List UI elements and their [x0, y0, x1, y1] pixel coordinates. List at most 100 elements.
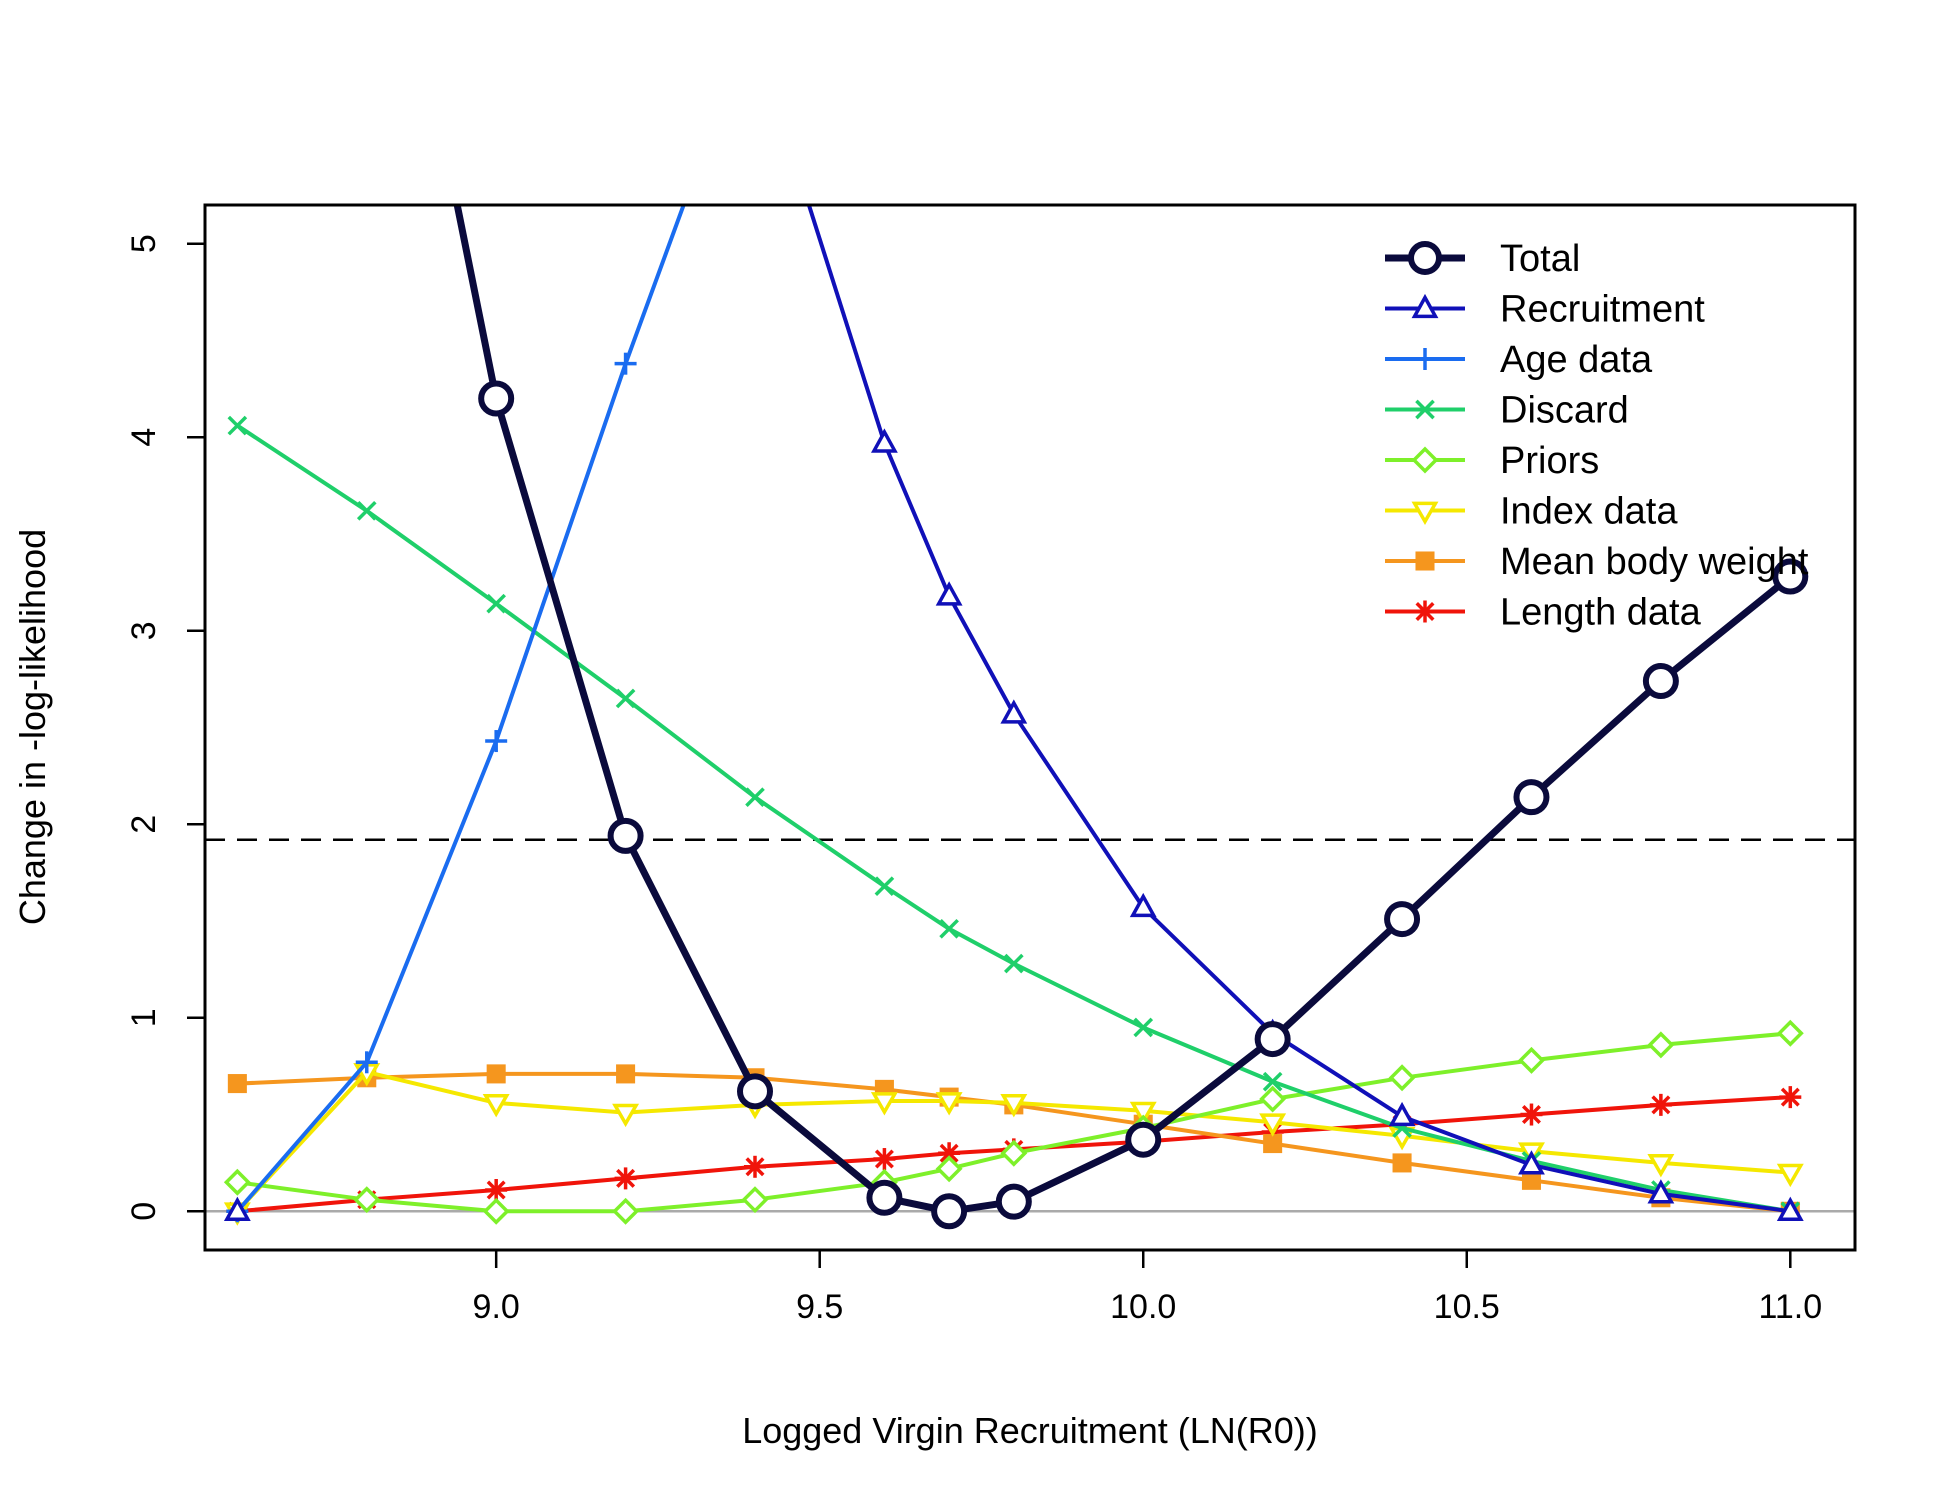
- x-axis-label: Logged Virgin Recruitment (LN(R0)): [742, 1410, 1318, 1451]
- legend-entry-length-data: Length data: [1385, 592, 1702, 634]
- data-point-discard: [939, 918, 959, 939]
- data-point-discard: [486, 593, 506, 614]
- legend-entry-discard: Discard: [1385, 390, 1629, 432]
- data-point-priors: [482, 1197, 510, 1225]
- data-point-total: [1772, 558, 1809, 595]
- data-point-priors: [741, 1186, 769, 1214]
- data-point-total: [607, 817, 644, 854]
- legend-marker: [1411, 293, 1439, 319]
- series-line-offscale: [453, 205, 500, 400]
- data-point-priors: [1517, 1046, 1545, 1074]
- data-point-length-data: [614, 1167, 637, 1190]
- data-point-priors: [1000, 1139, 1028, 1167]
- data-point-mean-body-weight: [616, 1064, 636, 1084]
- data-point-age-data: [355, 1051, 378, 1074]
- series-total: [453, 205, 1809, 1230]
- y-tick-label: 5: [125, 234, 163, 253]
- data-point-recruitment: [1388, 1101, 1416, 1127]
- data-point-recruitment: [1518, 1150, 1545, 1175]
- series-line-index-data: [235, 1070, 1791, 1213]
- data-point-priors: [1647, 1031, 1675, 1059]
- series-age-data: [226, 205, 686, 1223]
- legend-marker: [1414, 348, 1436, 370]
- data-point-discard: [874, 876, 895, 897]
- data-point-index-data: [612, 1103, 640, 1128]
- data-point-total: [1125, 1121, 1162, 1158]
- data-point-priors: [935, 1155, 963, 1183]
- legend-marker: [1411, 501, 1439, 526]
- y-tick-label: 4: [125, 428, 163, 447]
- legend-marker: [1411, 446, 1439, 474]
- data-point-length-data: [744, 1155, 766, 1178]
- data-point-index-data: [1647, 1154, 1675, 1178]
- data-point-length-data: [1649, 1093, 1672, 1116]
- data-point-recruitment: [1000, 699, 1028, 724]
- data-point-mean-body-weight: [486, 1064, 506, 1084]
- plot-frame: [203, 203, 1857, 1252]
- legend-label: Length data: [1500, 592, 1702, 634]
- data-point-total: [737, 1073, 773, 1110]
- data-point-index-data: [482, 1094, 510, 1118]
- legend-label: Priors: [1500, 440, 1599, 482]
- x-tick-label: 9.5: [796, 1288, 843, 1326]
- data-point-priors: [353, 1186, 381, 1214]
- data-point-discard: [1004, 953, 1024, 974]
- data-point-discard: [745, 787, 765, 807]
- data-point-index-data: [870, 1092, 898, 1116]
- data-point-discard: [1133, 1017, 1154, 1038]
- data-point-total: [478, 380, 515, 417]
- data-point-recruitment: [1129, 892, 1157, 918]
- data-point-length-data: [938, 1142, 961, 1165]
- series-line-offscale: [806, 205, 887, 444]
- data-point-mean-body-weight: [1392, 1153, 1412, 1173]
- data-point-age-data: [485, 730, 508, 753]
- y-tick-label: 2: [125, 815, 163, 834]
- series-line-total: [492, 397, 1793, 1215]
- series-priors: [223, 1019, 1804, 1225]
- data-point-priors: [612, 1197, 640, 1225]
- data-point-priors: [1776, 1019, 1804, 1047]
- data-point-length-data: [485, 1179, 508, 1202]
- legend-entry-mean-body-weight: Mean body weight: [1385, 541, 1809, 583]
- legend-marker: [1415, 399, 1435, 420]
- series-line-length-data: [237, 1095, 1791, 1214]
- x-tick-label: 10.0: [1110, 1288, 1176, 1326]
- data-point-priors: [1259, 1085, 1287, 1113]
- data-point-discard: [1262, 1071, 1283, 1092]
- legend-label: Mean body weight: [1500, 541, 1809, 583]
- legend-marker: [1414, 600, 1436, 623]
- data-point-discard: [615, 688, 636, 709]
- data-point-discard: [356, 500, 377, 521]
- legend-label: Age data: [1500, 339, 1653, 381]
- data-point-age-data: [614, 352, 637, 375]
- data-point-mean-body-weight: [227, 1074, 247, 1094]
- data-point-recruitment: [935, 581, 963, 606]
- data-point-total: [931, 1193, 968, 1230]
- x-tick-label: 10.5: [1434, 1288, 1500, 1326]
- series-line-priors: [237, 1031, 1791, 1214]
- y-axis-label: Change in -log-likelihood: [12, 529, 53, 925]
- data-point-length-data: [873, 1148, 896, 1171]
- legend-label: Index data: [1500, 491, 1678, 533]
- data-point-total: [1384, 901, 1421, 938]
- data-point-index-data: [1259, 1113, 1287, 1137]
- data-point-total: [866, 1179, 903, 1216]
- data-point-length-data: [1520, 1103, 1543, 1126]
- legend-entry-priors: Priors: [1385, 440, 1599, 482]
- legend-label: Recruitment: [1500, 289, 1705, 331]
- data-point-index-data: [1776, 1163, 1804, 1188]
- legend: Total Recruitment Age data Discard Priors Ind…: [1385, 238, 1809, 634]
- data-point-length-data: [1779, 1086, 1802, 1109]
- legend-entry-total: Total: [1385, 238, 1580, 280]
- data-point-recruitment: [870, 428, 898, 453]
- data-point-discard: [227, 415, 248, 436]
- series-layer: [223, 205, 1809, 1230]
- legend-entry-index-data: Index data: [1385, 491, 1678, 533]
- data-point-recruitment: [1647, 1179, 1675, 1204]
- data-point-index-data: [1000, 1094, 1028, 1118]
- reference-lines: [205, 838, 1855, 1213]
- legend-marker: [1408, 241, 1442, 275]
- legend-marker: [1415, 551, 1435, 571]
- legend-entry-recruitment: Recruitment: [1385, 289, 1705, 331]
